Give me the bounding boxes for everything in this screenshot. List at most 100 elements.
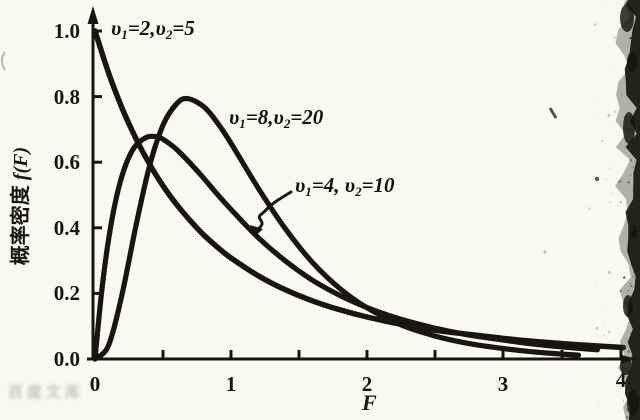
scan-speckle: [631, 345, 633, 346]
scan-speckle: [637, 211, 639, 213]
scan-speckle: [595, 284, 598, 287]
y-tick-label: 0.2: [53, 281, 80, 306]
x-axis-title: F: [362, 390, 377, 415]
scan-speckle: [629, 158, 633, 162]
scan-speckle: [633, 342, 635, 344]
scan-speckle: [636, 235, 639, 238]
scan-speckle: [637, 409, 639, 411]
curve-label-v1-8-v2-20: υ1=8,υ2=20: [229, 105, 324, 131]
scan-speckle: [638, 57, 640, 59]
scan-speckle: [630, 356, 635, 360]
scan-speckle: [636, 209, 638, 211]
scan-speckle: [600, 303, 602, 305]
scan-speckle: [631, 263, 635, 267]
scan-speckle: [629, 370, 631, 372]
scan-speckle: [634, 297, 638, 301]
scan-speckle: [628, 400, 631, 403]
y-axis-title: 概率密度 f(F): [10, 146, 32, 266]
scan-speckle: [611, 192, 614, 194]
scan-speckle: [637, 150, 638, 152]
scan-speckle: [617, 204, 619, 207]
scan-speckle: [632, 145, 634, 148]
scan-speckle: [634, 111, 638, 115]
scan-speckle: [638, 180, 640, 182]
scan-speckle: [594, 23, 597, 26]
scan-speckle: [622, 399, 624, 401]
scan-speckle: [602, 326, 605, 328]
scan-speckle: [617, 180, 621, 184]
scan-speckle: [619, 201, 623, 204]
scan-speckle: [629, 394, 631, 396]
scan-speckle: [637, 17, 639, 19]
scan-speckle: [630, 285, 633, 287]
scan-speckle: [634, 365, 636, 367]
scan-speckle: [632, 202, 634, 205]
scan-blotch: [631, 225, 637, 239]
scan-speckle: [630, 75, 633, 78]
scan-speckle: [633, 63, 635, 65]
scan-speckle: [598, 112, 600, 114]
scan-speckle: [627, 380, 629, 383]
scan-speckle: [633, 305, 636, 307]
scan-speckle: [635, 378, 638, 380]
x-tick-label: 3: [497, 372, 509, 396]
scan-speckle: [620, 124, 623, 127]
scan-speckle: [632, 275, 634, 277]
scan-speckle: [599, 358, 601, 360]
scan-speckle: [636, 55, 639, 59]
scan-speckle: [609, 201, 611, 203]
scan-speckle: [637, 301, 640, 304]
scan-speckle: [603, 334, 605, 337]
scan-speckle: [627, 350, 631, 353]
scan-speckle: [635, 17, 637, 20]
scan-speckle: [607, 114, 611, 117]
scan-speckle: [629, 36, 632, 40]
scan-speckle: [628, 242, 630, 245]
scan-speckle: [632, 189, 636, 193]
scan-speckle: [638, 344, 640, 346]
scan-speckle: [628, 129, 631, 133]
scan-speckle: [632, 41, 634, 43]
scan-speckle: [627, 359, 631, 363]
scan-speckle: [638, 265, 640, 267]
y-tick-label: 0.6: [53, 150, 80, 175]
scan-speckle: [616, 379, 619, 382]
scan-speckle: [638, 362, 640, 364]
x-tick-label: 2: [361, 372, 373, 396]
y-tick-label: 1.0: [53, 19, 80, 43]
scan-speckle: [636, 248, 640, 252]
scan-speckle: [605, 178, 607, 181]
scan-speckle: [608, 271, 611, 274]
scan-speckle: [634, 62, 637, 65]
scan-blotch: [627, 390, 639, 416]
scan-blotch: [627, 52, 637, 72]
scan-speckle: [628, 72, 630, 74]
y-axis-arrow-icon: [87, 6, 99, 24]
scan-speckle: [632, 84, 635, 88]
scan-speckle: [633, 265, 637, 269]
scan-speckle: [632, 215, 637, 220]
scan-speckle: [637, 204, 640, 208]
scan-speckle: [637, 32, 639, 34]
scan-speckle: [622, 401, 624, 403]
scan-speckle: [591, 99, 593, 101]
scan-blotch: [620, 357, 632, 375]
scan-speckle: [632, 166, 635, 169]
scan-speckle: [634, 396, 636, 398]
scan-speckle: [635, 263, 639, 267]
scan-speckle: [633, 172, 635, 175]
scan-speckle: [630, 332, 632, 334]
scan-speckle: [637, 338, 639, 340]
scan-speckle: [637, 329, 639, 331]
scan-speckle: [638, 131, 640, 133]
scan-speckle: [608, 167, 611, 169]
scan-speckle: [637, 349, 639, 351]
scan-speckle: [633, 272, 635, 274]
scan-speckle: [623, 115, 627, 119]
scan-speckle: [621, 94, 622, 96]
scan-mark: [548, 107, 558, 119]
scan-speckle: [638, 303, 640, 305]
x-tick-label: 1: [225, 372, 237, 396]
scan-blotch: [623, 112, 635, 144]
